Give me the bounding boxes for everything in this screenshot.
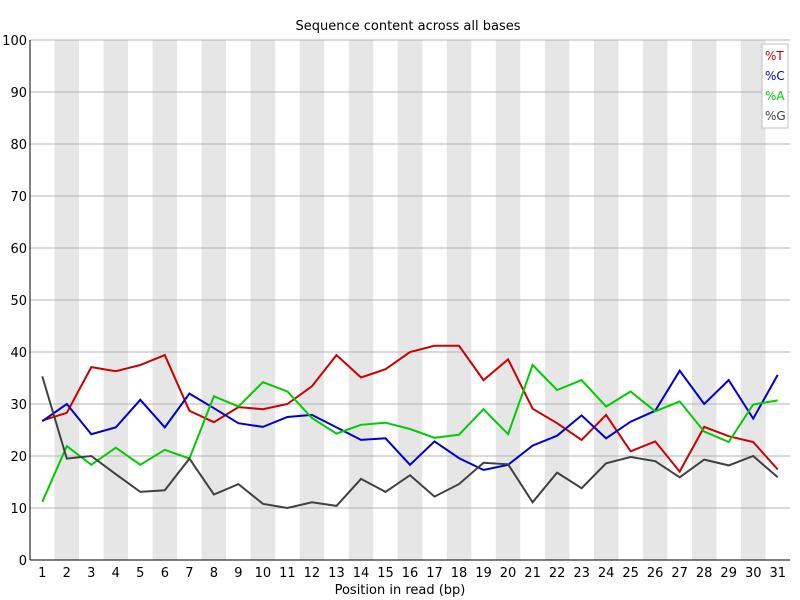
legend-item: %A bbox=[765, 89, 785, 103]
series-line-g bbox=[41, 376, 779, 510]
x-tick-label: 13 bbox=[328, 566, 345, 581]
x-tick-label: 2 bbox=[63, 566, 71, 581]
x-axis-ticks: 1 2 3 4 5 6 7 8 9 10 11 12 13 14 15 16 17 18 19 20 21 22 23 24 2… bbox=[38, 566, 786, 581]
x-tick-label: 12 bbox=[304, 566, 321, 581]
x-tick-label: 11 bbox=[279, 566, 296, 581]
x-tick-label: 18 bbox=[451, 566, 468, 581]
x-tick-label: 31 bbox=[769, 566, 786, 581]
y-tick-label: 40 bbox=[10, 346, 27, 361]
x-tick-label: 9 bbox=[234, 566, 242, 581]
x-tick-label: 14 bbox=[353, 566, 370, 581]
x-tick-label: 26 bbox=[647, 566, 664, 581]
x-tick-label: 15 bbox=[377, 566, 394, 581]
y-tick-label: 10 bbox=[10, 502, 27, 517]
y-axis-ticks: 0 10 20 30 40 50 60 70 80 90 100 bbox=[2, 34, 27, 569]
x-tick-label: 1 bbox=[38, 566, 46, 581]
x-tick-label: 24 bbox=[598, 566, 615, 581]
legend-item: %C bbox=[765, 69, 785, 83]
series-line-a bbox=[41, 363, 778, 503]
x-tick-label: 5 bbox=[136, 566, 144, 581]
legend-box bbox=[761, 43, 789, 129]
y-tick-label: 30 bbox=[10, 398, 27, 413]
series-lines bbox=[41, 344, 779, 510]
x-tick-label: 25 bbox=[622, 566, 639, 581]
grid-lines bbox=[30, 39, 790, 509]
y-tick-label: 60 bbox=[10, 242, 27, 257]
x-tick-label: 19 bbox=[475, 566, 492, 581]
x-tick-label: 27 bbox=[671, 566, 688, 581]
x-tick-label: 21 bbox=[524, 566, 541, 581]
x-tick-label: 7 bbox=[185, 566, 193, 581]
y-tick-label: 0 bbox=[19, 554, 27, 569]
x-tick-label: 20 bbox=[500, 566, 517, 581]
x-tick-label: 3 bbox=[87, 566, 95, 581]
x-tick-label: 8 bbox=[210, 566, 218, 581]
x-tick-label: 29 bbox=[720, 566, 737, 581]
x-tick-label: 6 bbox=[161, 566, 169, 581]
chart-title: Sequence content across all bases bbox=[295, 19, 520, 34]
y-tick-label: 70 bbox=[10, 190, 27, 205]
y-tick-label: 20 bbox=[10, 450, 27, 465]
y-tick-label: 80 bbox=[10, 138, 27, 153]
x-tick-label: 23 bbox=[573, 566, 590, 581]
legend-item: %T bbox=[765, 49, 784, 63]
axes bbox=[29, 40, 790, 561]
x-tick-label: 4 bbox=[112, 566, 120, 581]
y-tick-label: 90 bbox=[10, 86, 27, 101]
legend-item: %G bbox=[765, 109, 786, 123]
x-tick-label: 30 bbox=[745, 566, 762, 581]
x-tick-label: 22 bbox=[549, 566, 566, 581]
y-tick-label: 100 bbox=[2, 34, 27, 49]
x-tick-label: 10 bbox=[255, 566, 272, 581]
y-tick-label: 50 bbox=[10, 294, 27, 309]
series-line-t bbox=[41, 344, 779, 474]
x-tick-label: 16 bbox=[402, 566, 419, 581]
x-axis-label: Position in read (bp) bbox=[335, 583, 466, 598]
x-tick-label: 17 bbox=[426, 566, 443, 581]
legend: %T %C %A %G bbox=[761, 43, 789, 129]
x-tick-label: 28 bbox=[696, 566, 713, 581]
